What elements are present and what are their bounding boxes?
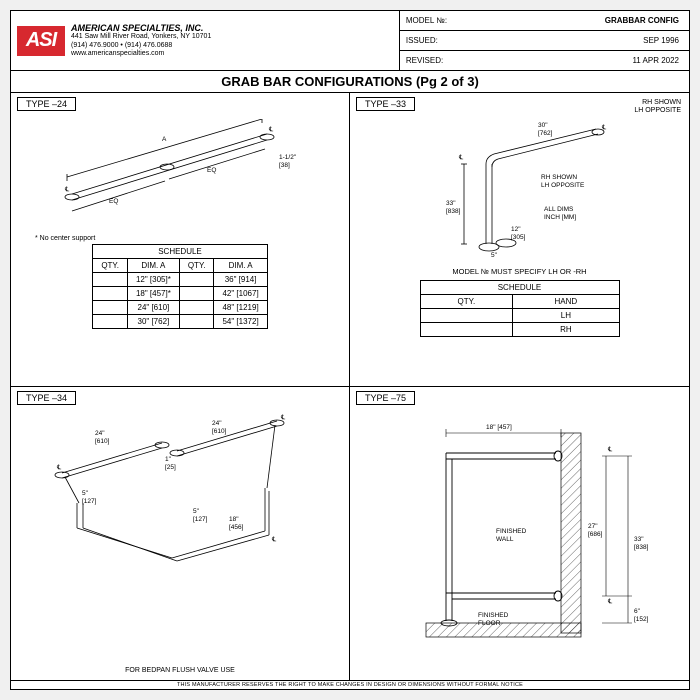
type-33-model-note: MODEL № MUST SPECIFY LH OR -RH	[356, 267, 683, 276]
svg-text:℄: ℄	[601, 124, 607, 131]
type-75-label: TYPE –75	[356, 391, 415, 405]
model-value: GRABBAR CONFIG	[470, 16, 689, 25]
header-left: ASI AMERICAN SPECIALTIES, INC. 441 Saw M…	[11, 11, 400, 70]
svg-text:24"[610]: 24"[610]	[95, 430, 110, 445]
svg-text:℄: ℄	[607, 446, 613, 453]
svg-text:5"[127]: 5"[127]	[82, 490, 97, 505]
company-addr2: (914) 476.9000 • (914) 476.0688	[71, 42, 211, 50]
svg-text:18" [457]: 18" [457]	[486, 424, 512, 431]
svg-text:℄: ℄	[607, 598, 613, 605]
config-grid: TYPE –24	[11, 93, 689, 680]
model-label: MODEL №:	[400, 16, 470, 25]
issued-value: SEP 1996	[470, 36, 689, 45]
cell-type-34: TYPE –34	[11, 387, 350, 681]
svg-text:RH SHOWNLH OPPOSITE: RH SHOWNLH OPPOSITE	[541, 174, 585, 189]
header-right: MODEL №: GRABBAR CONFIG ISSUED: SEP 1996…	[400, 11, 689, 70]
svg-text:33"[838]: 33"[838]	[446, 200, 461, 215]
t33-sched-title: SCHEDULE	[420, 281, 619, 295]
disclaimer: THIS MANUFACTURER RESERVES THE RIGHT TO …	[11, 680, 689, 689]
svg-text:5"[127]: 5"[127]	[491, 252, 506, 259]
type-75-drawing: 18" [457] 27"[686] 33"[838] 6"[152] FINI…	[356, 413, 683, 653]
svg-text:24"[610]: 24"[610]	[212, 420, 227, 435]
issued-label: ISSUED:	[400, 36, 470, 45]
page-title: GRAB BAR CONFIGURATIONS (Pg 2 of 3)	[11, 71, 689, 93]
svg-text:EQ: EQ	[109, 198, 118, 205]
svg-text:℄: ℄	[458, 154, 464, 161]
svg-text:1-1/2"[38]: 1-1/2"[38]	[279, 154, 297, 169]
asi-logo: ASI	[17, 26, 65, 56]
svg-text:A: A	[162, 136, 167, 143]
type-34-label: TYPE –34	[17, 391, 76, 405]
svg-text:℄: ℄	[56, 464, 62, 471]
type-34-drawing: 24"[610] 24"[610] 1"[25] 5"[127] 5"[127]…	[17, 413, 343, 613]
cell-type-33: TYPE –33 RH SHOWNLH OPPOSITE	[350, 93, 689, 387]
svg-text:18"[456]: 18"[456]	[229, 516, 244, 531]
company-addr1: 441 Saw Mill River Road, Yonkers, NY 107…	[71, 33, 211, 41]
company-addr3: www.americanspecialties.com	[71, 50, 211, 58]
svg-text:EQ: EQ	[207, 167, 216, 174]
type-24-footnote: * No center support	[35, 235, 343, 242]
revised-value: 11 APR 2022	[470, 56, 689, 65]
t24-sched-title: SCHEDULE	[93, 245, 267, 259]
cell-type-24: TYPE –24	[11, 93, 350, 387]
header: ASI AMERICAN SPECIALTIES, INC. 441 Saw M…	[11, 11, 689, 71]
svg-text:30"[762]: 30"[762]	[538, 122, 553, 137]
type-24-schedule: SCHEDULE QTY.DIM. AQTY.DIM. A 12" [305]*…	[92, 244, 267, 329]
company-block: AMERICAN SPECIALTIES, INC. 441 Saw Mill …	[71, 23, 211, 59]
svg-text:℄: ℄	[280, 414, 286, 421]
type-24-label: TYPE –24	[17, 97, 76, 111]
svg-text:27"[686]: 27"[686]	[588, 523, 603, 538]
svg-text:33"[838]: 33"[838]	[634, 536, 649, 551]
type-33-note: RH SHOWNLH OPPOSITE	[634, 99, 681, 116]
svg-text:℄: ℄	[268, 126, 274, 133]
type-34-note: FOR BEDPAN FLUSH VALVE USE	[11, 667, 349, 674]
svg-text:5"[127]: 5"[127]	[193, 508, 208, 523]
svg-text:℄: ℄	[64, 186, 70, 193]
svg-text:℄: ℄	[271, 536, 277, 543]
type-24-drawing: A EQ EQ 1-1/2"[38] ℄ ℄	[17, 119, 343, 229]
cell-type-75: TYPE –75	[350, 387, 689, 681]
svg-text:ALL DIMSINCH [MM]: ALL DIMSINCH [MM]	[544, 206, 576, 221]
type-33-schedule: SCHEDULE QTY.HAND LHRH	[420, 280, 620, 337]
type-33-label: TYPE –33	[356, 97, 415, 111]
svg-text:FINISHEDWALL: FINISHEDWALL	[496, 528, 527, 543]
svg-text:1"[25]: 1"[25]	[165, 456, 176, 471]
spec-sheet: ASI AMERICAN SPECIALTIES, INC. 441 Saw M…	[10, 10, 690, 690]
svg-text:12"[305]: 12"[305]	[511, 226, 526, 241]
svg-text:6"[152]: 6"[152]	[634, 608, 649, 623]
revised-label: REVISED:	[400, 56, 470, 65]
company-name: AMERICAN SPECIALTIES, INC.	[71, 23, 211, 34]
type-33-drawing: 30"[762] 33"[838] 12"[305] 5"[127] RH SH…	[356, 119, 683, 259]
